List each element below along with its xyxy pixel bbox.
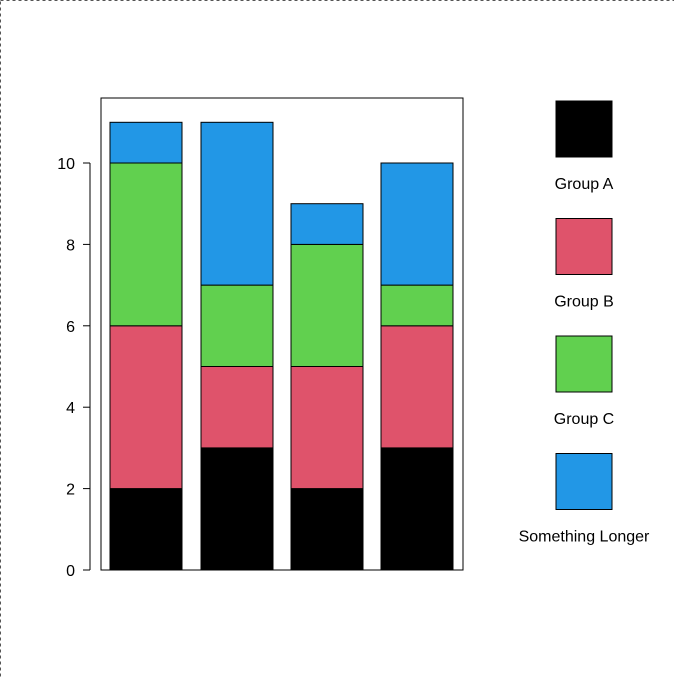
bar-segment-1-series-1: [109, 488, 183, 571]
y-tick-label-6: 6: [66, 319, 75, 336]
bar-segment-2-series-3: [200, 284, 274, 368]
legend-label-4: Something Longer: [519, 529, 650, 546]
legend-swatch-1: [555, 100, 613, 158]
legend-swatch-3: [555, 335, 613, 393]
bar-segment-3-series-4: [290, 203, 364, 245]
y-tick-label-2: 2: [66, 482, 75, 499]
y-axis: 0 2 4 6 8 10: [57, 156, 91, 580]
bar-segment-2-series-2: [200, 366, 274, 449]
bar-segment-3-series-2: [290, 366, 364, 490]
bar-segment-2-series-1: [200, 447, 274, 571]
bar-segment-4-series-3: [380, 284, 454, 327]
legend-swatch-2: [555, 218, 613, 275]
bar-segment-4-series-2: [380, 325, 454, 449]
bar-segment-4-series-4: [380, 162, 454, 286]
bar-segment-4-series-1: [380, 447, 454, 571]
bar-segment-1-series-2: [109, 325, 183, 490]
bar-segment-2-series-4: [200, 121, 274, 286]
bar-segment-1-series-3: [109, 162, 183, 327]
legend-label-2: Group B: [554, 294, 614, 311]
bar-segment-1-series-4: [109, 121, 183, 164]
y-tick-label-4: 4: [66, 400, 75, 417]
bars-group: [109, 121, 454, 571]
y-tick-label-10: 10: [57, 156, 75, 173]
legend-label-1: Group A: [555, 176, 614, 193]
bar-segment-3-series-1: [290, 488, 364, 571]
y-tick-label-8: 8: [66, 237, 75, 254]
legend-swatch-4: [555, 453, 613, 510]
y-tick-label-0: 0: [66, 563, 75, 580]
legend: Group A Group B Group C Something Longer: [519, 100, 650, 546]
bar-segment-3-series-3: [290, 243, 364, 367]
legend-label-3: Group C: [554, 411, 614, 428]
plot-area-box: [100, 97, 464, 571]
